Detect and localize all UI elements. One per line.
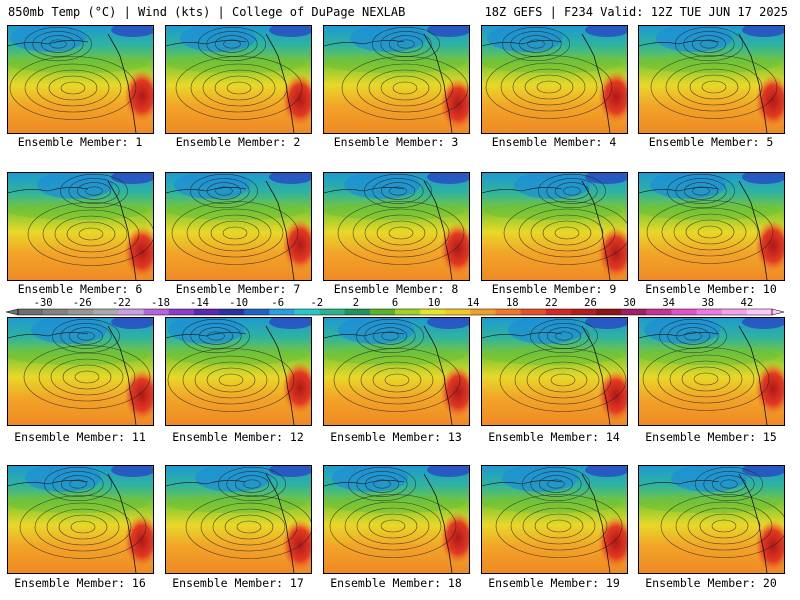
colorbar-tick-label: -14 [190, 297, 209, 309]
ensemble-member-label: Ensemble Member: 13 [330, 430, 462, 444]
ensemble-map-panel [481, 25, 628, 134]
ensemble-map-panel [638, 172, 785, 281]
ensemble-member-label: Ensemble Member: 10 [645, 282, 777, 296]
colorbar-tick-label: 14 [467, 297, 480, 309]
ensemble-map-panel [323, 465, 470, 574]
colorbar-swatch [68, 309, 94, 315]
colorbar-tick-label: 2 [353, 297, 359, 309]
colorbar-swatch [43, 309, 69, 315]
colorbar-tick-label: 34 [662, 297, 675, 309]
colorbar-swatch [570, 309, 597, 315]
ensemble-map-panel [481, 465, 628, 574]
ensemble-member-label: Ensemble Member: 1 [17, 135, 143, 149]
colorbar-swatch [118, 309, 144, 315]
ensemble-member-label: Ensemble Member: 12 [172, 430, 304, 444]
ensemble-map-panel [323, 25, 470, 134]
colorbar-swatch [294, 309, 320, 315]
model-valid-time: 18Z GEFS | F234 Valid: 12Z TUE JUN 17 20… [484, 5, 788, 19]
colorbar-tick-label: 30 [623, 297, 636, 309]
ensemble-map-panel [638, 465, 785, 574]
ensemble-map-panel [165, 172, 312, 281]
ensemble-map-panel [7, 172, 154, 281]
colorbar-swatch [344, 309, 371, 315]
ensemble-map-panel [7, 317, 154, 426]
ensemble-member-label: Ensemble Member: 18 [330, 576, 462, 590]
colorbar-tick-label: -22 [112, 297, 131, 309]
colorbar-swatch [219, 309, 245, 315]
map-title: 850mb Temp (°C) | Wind (kts) | College o… [8, 5, 406, 19]
ensemble-map-panel [323, 172, 470, 281]
ensemble-member-label: Ensemble Member: 19 [488, 576, 620, 590]
colorbar-swatch [621, 309, 647, 315]
ensemble-member-label: Ensemble Member: 16 [14, 576, 146, 590]
ensemble-map-panel [638, 25, 785, 134]
colorbar-swatch [269, 309, 295, 315]
ensemble-member-label: Ensemble Member: 3 [333, 135, 459, 149]
colorbar-tick-label: 38 [701, 297, 714, 309]
colorbar-swatch [445, 309, 471, 315]
colorbar-swatch [545, 309, 572, 315]
colorbar-swatch [495, 309, 521, 315]
colorbar-tick-label: -10 [229, 297, 248, 309]
temperature-colorbar: -30 -26 -22 -18 -14 -10 -6 -2 2 6 10 14 18 22 26 30 34 38… [5, 297, 785, 316]
colorbar-swatch [369, 309, 396, 315]
ensemble-member-label: Ensemble Member: 5 [648, 135, 774, 149]
colorbar-swatch [193, 309, 220, 315]
colorbar-swatch [671, 309, 697, 315]
ensemble-member-label: Ensemble Member: 15 [645, 430, 777, 444]
colorbar-swatch [18, 309, 44, 315]
ensemble-member-label: Ensemble Member: 4 [491, 135, 617, 149]
colorbar-swatch [168, 309, 195, 315]
colorbar-swatch [395, 309, 421, 315]
colorbar-tick-label: 22 [545, 297, 558, 309]
colorbar-tick-label: -6 [271, 297, 284, 309]
colorbar-swatch [520, 309, 547, 315]
ensemble-member-label: Ensemble Member: 2 [175, 135, 301, 149]
colorbar-swatch [420, 309, 446, 315]
colorbar-swatch [470, 309, 496, 315]
ensemble-map-panel [165, 25, 312, 134]
colorbar-swatch [696, 309, 723, 315]
colorbar-tick-label: 42 [741, 297, 754, 309]
ensemble-member-label: Ensemble Member: 14 [488, 430, 620, 444]
colorbar-tick-label: 26 [584, 297, 597, 309]
colorbar-swatch [746, 309, 773, 315]
ensemble-map-panel [165, 317, 312, 426]
colorbar-tick-label: -30 [34, 297, 53, 309]
colorbar-swatch [721, 309, 748, 315]
ensemble-member-label: Ensemble Member: 7 [175, 282, 301, 296]
colorbar-swatch [319, 309, 346, 315]
ensemble-map-panel [323, 317, 470, 426]
colorbar-tick-label: -26 [73, 297, 92, 309]
ensemble-map-panel [7, 25, 154, 134]
colorbar-swatch [143, 309, 170, 315]
colorbar-tick-label: 6 [392, 297, 398, 309]
ensemble-member-label: Ensemble Member: 8 [333, 282, 459, 296]
colorbar-swatch [596, 309, 622, 315]
ensemble-map-panel [638, 317, 785, 426]
ensemble-map-panel [165, 465, 312, 574]
colorbar-tick-label: -2 [310, 297, 323, 309]
ensemble-map-panel [481, 317, 628, 426]
colorbar-tick-label: -18 [151, 297, 170, 309]
colorbar-swatch [646, 309, 672, 315]
ensemble-map-panel [7, 465, 154, 574]
ensemble-member-label: Ensemble Member: 17 [172, 576, 304, 590]
ensemble-member-label: Ensemble Member: 11 [14, 430, 146, 444]
ensemble-member-label: Ensemble Member: 6 [17, 282, 143, 296]
ensemble-map-panel [481, 172, 628, 281]
colorbar-tick-label: 10 [428, 297, 441, 309]
ensemble-member-label: Ensemble Member: 20 [645, 576, 777, 590]
colorbar-swatch [244, 309, 270, 315]
colorbar-tick-label: 18 [506, 297, 519, 309]
colorbar-swatch [93, 309, 119, 315]
ensemble-member-label: Ensemble Member: 9 [491, 282, 617, 296]
